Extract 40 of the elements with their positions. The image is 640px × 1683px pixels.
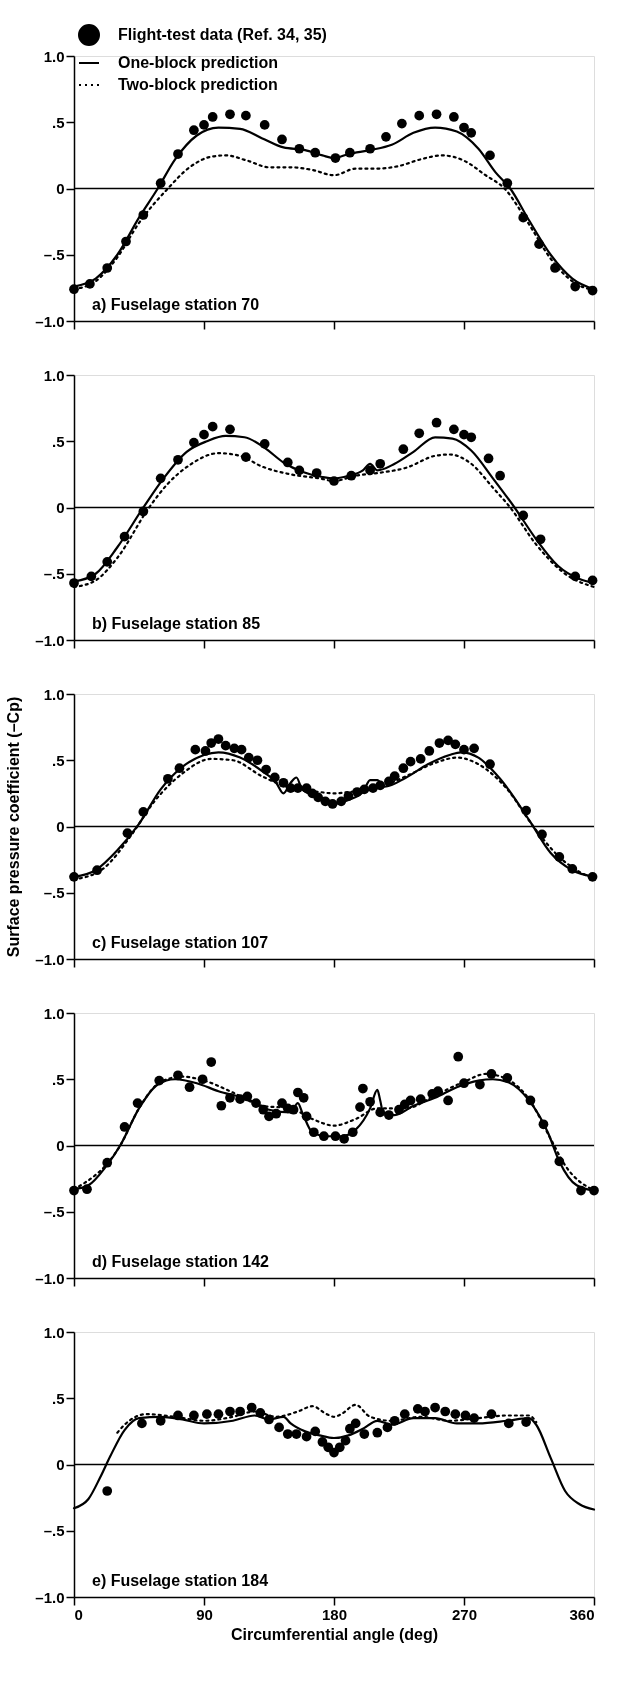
y-tick-label: 1.0 [43, 366, 65, 384]
legend-label: Flight-test data (Ref. 34, 35) [118, 26, 327, 43]
y-tick-label: –1.0 [35, 950, 65, 968]
y-axis-title: Surface pressure coefficient (–Cp) [4, 696, 22, 958]
legend-label: One-block prediction [118, 54, 279, 71]
y-tick-label: –.5 [43, 884, 65, 902]
y-tick-label: –.5 [43, 1203, 65, 1221]
y-tick-label: –.5 [43, 246, 65, 264]
y-tick-label: .5 [51, 751, 65, 769]
y-tick-label: 0 [56, 1456, 65, 1473]
y-tick-label: 1.0 [43, 1004, 65, 1022]
y-tick-label: 1.0 [43, 685, 65, 703]
annotation: a) Fuselage station 70 [92, 296, 260, 313]
y-tick-label: –1.0 [35, 631, 65, 649]
annotation: e) Fuselage station 184 [92, 1572, 269, 1589]
y-tick-label: 0 [56, 499, 65, 516]
x-tick-label: 270 [451, 1605, 478, 1623]
x-tick-label: 360 [569, 1605, 595, 1623]
x-tick-label: 0 [74, 1605, 83, 1623]
y-tick-label: 0 [56, 1137, 65, 1154]
y-tick-label: 0 [56, 180, 65, 197]
y-tick-label: 1.0 [43, 1323, 65, 1341]
y-tick-label: –1.0 [35, 1588, 65, 1606]
y-tick-label: .5 [51, 1070, 65, 1088]
annotation: c) Fuselage station 107 [92, 934, 269, 951]
annotation: d) Fuselage station 142 [92, 1253, 270, 1270]
y-tick-label: –1.0 [35, 1269, 65, 1287]
y-tick-label: –.5 [43, 565, 65, 583]
x-axis-title: Circumferential angle (deg) [230, 1625, 439, 1643]
y-tick-label: 1.0 [43, 47, 65, 65]
legend-label: Two-block prediction [118, 76, 278, 93]
y-tick-label: –1.0 [35, 312, 65, 330]
y-tick-label: .5 [51, 113, 65, 131]
y-tick-label: –.5 [43, 1522, 65, 1540]
y-tick-label: .5 [51, 432, 65, 450]
x-tick-label: 90 [196, 1605, 213, 1623]
y-tick-label: 0 [56, 818, 65, 835]
annotation: b) Fuselage station 85 [92, 615, 261, 632]
x-tick-label: 180 [321, 1605, 348, 1623]
y-tick-label: .5 [51, 1389, 65, 1407]
